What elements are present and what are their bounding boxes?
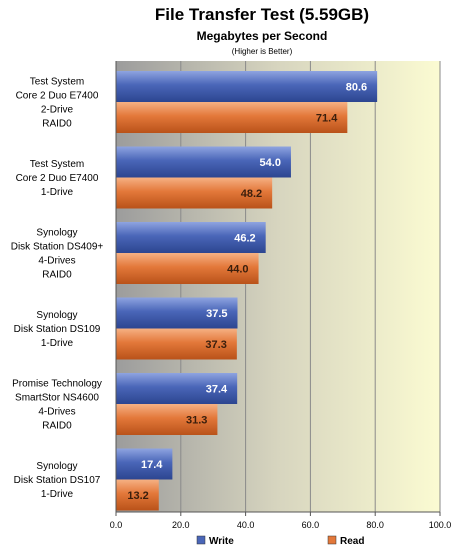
data-label-write: 80.6 <box>346 82 367 94</box>
data-label-read: 31.3 <box>186 415 207 427</box>
bars <box>116 71 378 511</box>
x-tick-label: 0.0 <box>110 520 123 530</box>
x-tick-label: 20.0 <box>172 520 190 530</box>
x-tick-label: 40.0 <box>237 520 255 530</box>
x-axis-ticks: 0.0 20.0 40.0 60.0 80.0 100.0 <box>110 61 452 530</box>
data-label-read: 37.3 <box>205 339 226 351</box>
chart-subtitle: Megabytes per Second <box>197 29 328 43</box>
bar-read <box>116 328 237 360</box>
chart-note: (Higher is Better) <box>232 47 293 56</box>
x-tick-label: 80.0 <box>366 520 384 530</box>
category-label: Promise Technology SmartStor NS4600 4-Driv… <box>12 379 102 432</box>
category-label: Test System Core 2 Duo E7400 1-Drive <box>16 159 99 198</box>
bar-write <box>116 146 291 178</box>
data-label-write: 46.2 <box>234 233 255 245</box>
data-label-write: 17.4 <box>141 459 163 471</box>
data-label-read: 48.2 <box>241 188 262 200</box>
bar-write <box>116 373 238 404</box>
data-label-write: 54.0 <box>260 157 281 169</box>
data-label-write: 37.5 <box>206 308 227 320</box>
legend-label-write: Write <box>209 536 234 547</box>
data-label-read: 13.2 <box>127 490 148 502</box>
legend-swatch-write <box>196 535 206 545</box>
legend: Write Read <box>196 535 364 547</box>
category-labels: Test System Core 2 Duo E7400 2-Drive RAID0 T… <box>11 77 104 501</box>
bar-write <box>116 297 238 329</box>
plot-area <box>116 61 440 512</box>
bar-read <box>116 479 159 511</box>
bar-write <box>116 448 173 480</box>
bar-read <box>116 102 348 133</box>
category-label: Synology Disk Station DS107 1-Drive <box>14 461 101 500</box>
category-label: Synology Disk Station DS109 1-Drive <box>14 310 101 349</box>
data-label-write: 37.4 <box>206 384 228 396</box>
chart-title: File Transfer Test (5.59GB) <box>155 5 369 24</box>
category-label: Synology Disk Station DS409+ 4-Drives RAID0 <box>11 228 104 281</box>
x-tick-label: 100.0 <box>429 520 452 530</box>
category-label: Test System Core 2 Duo E7400 2-Drive RAID0 <box>16 77 99 130</box>
legend-swatch-read <box>327 535 337 545</box>
data-label-read: 71.4 <box>316 113 338 125</box>
bar-read <box>116 177 273 209</box>
bar-read <box>116 253 259 284</box>
data-label-read: 44.0 <box>227 264 248 276</box>
bar-write <box>116 71 378 102</box>
bar-read <box>116 404 218 435</box>
legend-label-read: Read <box>340 536 364 547</box>
bar-write <box>116 222 266 253</box>
x-tick-label: 60.0 <box>302 520 320 530</box>
data-labels: 80.6 71.4 54.0 48.2 46.2 44.0 37.5 37.3 37.4 31.3… <box>127 82 367 503</box>
